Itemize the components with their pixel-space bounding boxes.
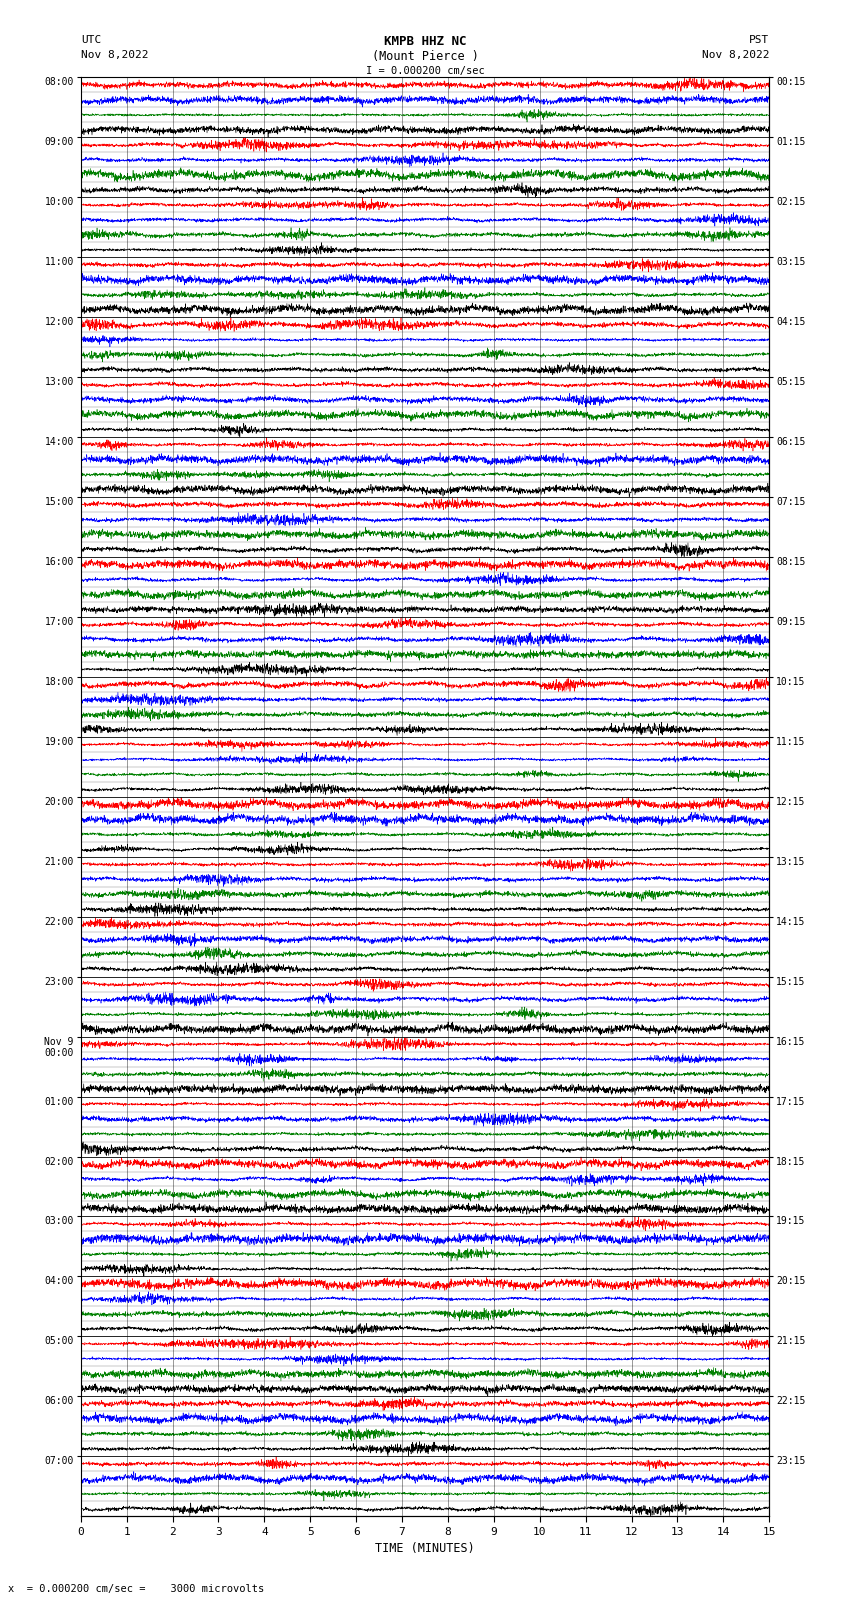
Text: KMPB HHZ NC: KMPB HHZ NC: [383, 35, 467, 48]
Text: Nov 8,2022: Nov 8,2022: [81, 50, 148, 60]
Text: UTC: UTC: [81, 35, 101, 45]
Text: PST: PST: [749, 35, 769, 45]
Text: Nov 8,2022: Nov 8,2022: [702, 50, 769, 60]
Text: I = 0.000200 cm/sec: I = 0.000200 cm/sec: [366, 66, 484, 76]
Text: x  = 0.000200 cm/sec =    3000 microvolts: x = 0.000200 cm/sec = 3000 microvolts: [8, 1584, 264, 1594]
Text: (Mount Pierce ): (Mount Pierce ): [371, 50, 479, 63]
X-axis label: TIME (MINUTES): TIME (MINUTES): [375, 1542, 475, 1555]
